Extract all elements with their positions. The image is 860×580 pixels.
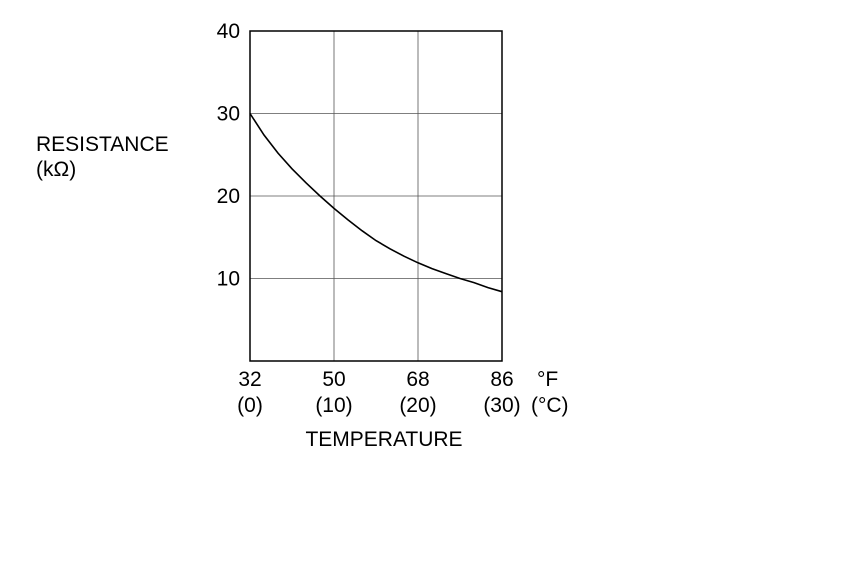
y-tick-label: 30 (217, 103, 240, 126)
y-tick-label: 40 (217, 20, 240, 43)
x-tick-label-secondary: (30) (483, 394, 520, 417)
y-axis-title-line2: (kΩ) (36, 158, 76, 181)
y-tick-label: 20 (217, 185, 240, 208)
x-tick-labels: 32 (0) 50 (10) 68 (20) 86 (30) (237, 368, 521, 417)
x-tick-label: 68 (406, 368, 429, 391)
x-unit-celsius: (°C) (531, 394, 569, 417)
y-tick-labels: 10 20 30 40 (217, 20, 240, 291)
resistance-curve (249, 113, 503, 293)
x-tick-label: 86 (490, 368, 513, 391)
x-tick-label-secondary: (0) (237, 394, 263, 417)
grid (250, 31, 502, 361)
x-axis-title: TEMPERATURE (305, 428, 462, 451)
x-tick-label-secondary: (10) (315, 394, 352, 417)
x-tick-label: 50 (322, 368, 345, 391)
x-unit-fahrenheit: °F (537, 368, 558, 391)
x-tick-label: 32 (238, 368, 261, 391)
x-tick-label-secondary: (20) (399, 394, 436, 417)
y-axis-title-line1: RESISTANCE (36, 133, 169, 156)
plot-frame (249, 30, 503, 362)
y-tick-label: 10 (217, 268, 240, 291)
